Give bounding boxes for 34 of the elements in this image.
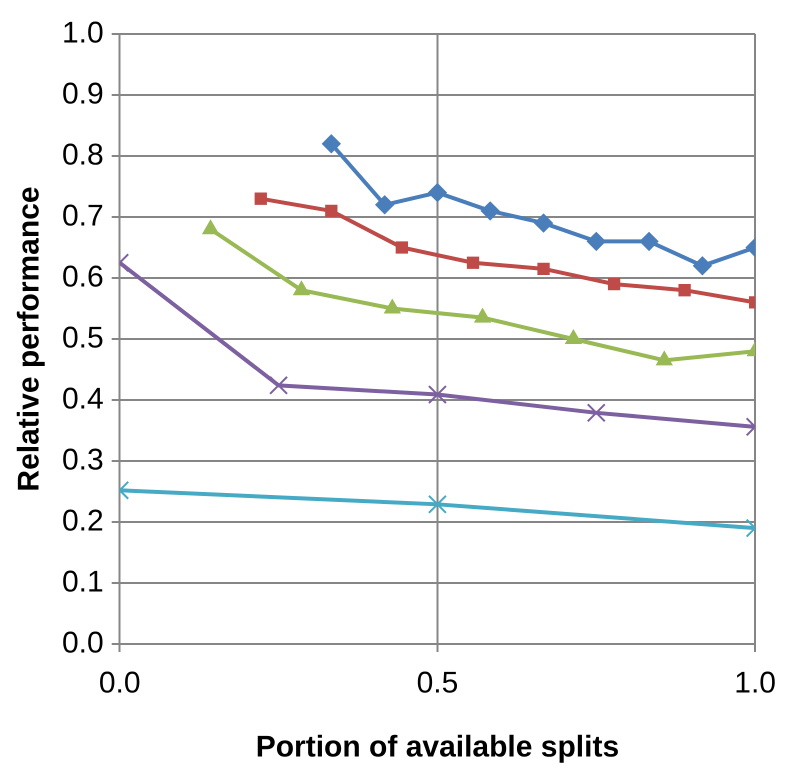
- y-tick-label: 0.3: [62, 443, 104, 476]
- point: [586, 403, 606, 422]
- point: [608, 278, 620, 290]
- point: [692, 256, 712, 276]
- point: [322, 134, 341, 154]
- y-tick-label: 0.8: [62, 138, 104, 172]
- point: [375, 195, 394, 214]
- point: [640, 232, 659, 251]
- point: [534, 214, 554, 233]
- point: [586, 232, 606, 251]
- y-tick-label: 0.7: [62, 199, 104, 232]
- y-tick-label: 0.2: [62, 504, 104, 538]
- x-tick-label: 0.0: [98, 666, 141, 700]
- point: [396, 241, 408, 254]
- point: [428, 385, 447, 404]
- y-tick-label: 0.1: [62, 565, 104, 598]
- point: [466, 256, 480, 269]
- point: [269, 376, 288, 395]
- y-tick-label: 1.0: [62, 16, 104, 50]
- point: [678, 284, 691, 296]
- point: [537, 262, 550, 276]
- y-tick-label: 0.4: [62, 382, 104, 416]
- point: [428, 183, 447, 202]
- y-tick-label: 0.0: [62, 626, 104, 660]
- x-axis-title: Portion of available splits: [256, 730, 620, 764]
- point: [254, 192, 267, 205]
- x-tick-label: 1.0: [734, 666, 776, 700]
- y-axis-title: Relative performance: [12, 186, 46, 492]
- point: [325, 204, 338, 218]
- y-tick-label: 0.6: [62, 260, 104, 294]
- y-tick-label: 0.5: [62, 321, 104, 354]
- point: [480, 201, 500, 220]
- y-tick-label: 0.9: [62, 77, 104, 110]
- x-tick-label: 0.5: [416, 666, 458, 700]
